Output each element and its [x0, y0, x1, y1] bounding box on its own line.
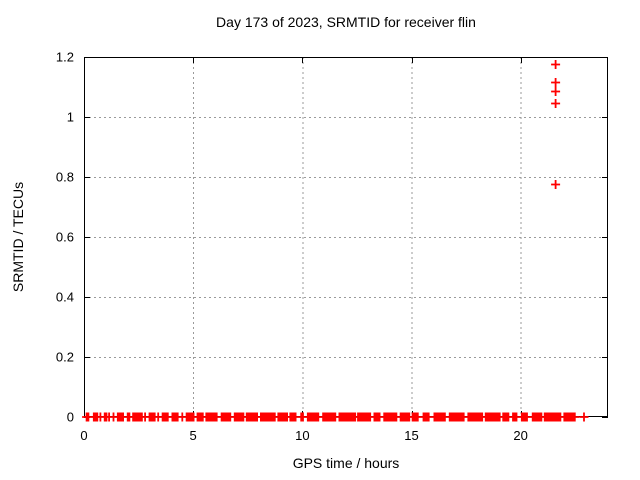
x-tick-label-10: 10 — [295, 428, 310, 443]
x-tick-label-0: 0 — [80, 428, 88, 443]
chart-title: Day 173 of 2023, SRMTID for receiver fli… — [216, 14, 476, 30]
y-tick-label-0.4: 0.4 — [55, 289, 74, 305]
x-axis-label: GPS time / hours — [292, 455, 400, 471]
x-tick-label-15: 15 — [404, 428, 419, 443]
y-tick-label-1: 1 — [66, 109, 74, 125]
data-markers-srmtid-outliers — [551, 60, 561, 189]
data-markers-srmtid-baseline — [82, 412, 589, 422]
y-tick-label-0: 0 — [66, 409, 74, 425]
y-tick-label-0.6: 0.6 — [55, 229, 74, 245]
x-tick-label-20: 20 — [513, 428, 528, 443]
y-tick-label-1.2: 1.2 — [55, 49, 74, 65]
y-tick-label-0.2: 0.2 — [55, 349, 74, 365]
x-tick-label-5: 5 — [189, 428, 197, 443]
y-tick-label-0.8: 0.8 — [55, 169, 74, 185]
